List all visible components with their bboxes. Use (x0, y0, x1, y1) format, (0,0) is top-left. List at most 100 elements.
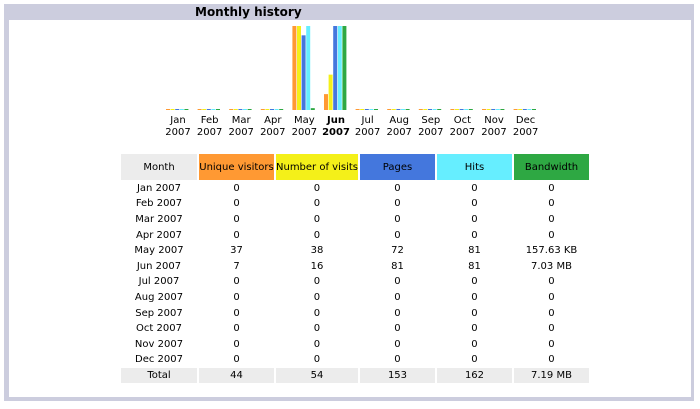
bar-pages-feb (206, 109, 211, 110)
x-tick-month: Feb (201, 115, 219, 126)
bar-pages-jun (333, 26, 338, 110)
x-tick-year: 2007 (165, 127, 190, 138)
bar-pages-jan (175, 109, 180, 110)
bar-number-of-visits-jul (360, 109, 365, 110)
bar-number-of-visits-feb (202, 109, 207, 110)
cell-bandwidth: 0 (548, 213, 555, 225)
bar-number-of-visits-may (297, 26, 301, 110)
col-month: Month (121, 154, 197, 180)
cell-hits: 0 (471, 198, 478, 210)
total-bandwidth: 7.19 MB (513, 368, 589, 383)
cell-unique-visitors: 0 (233, 323, 240, 335)
section-title: Monthly history (195, 5, 302, 19)
cell-month: May 2007 (134, 245, 184, 257)
x-tick-month: Aug (389, 115, 409, 126)
cell-pages: 81 (391, 260, 404, 272)
x-tick-year: 2007 (197, 127, 222, 138)
bar-pages-jul (364, 109, 369, 110)
x-tick-month: May (294, 115, 315, 126)
bar-bandwidth-feb (216, 109, 220, 110)
bar-bandwidth-mar (247, 109, 252, 110)
cell-month: Jan 2007 (136, 182, 182, 194)
x-tick-year: 2007 (322, 127, 350, 138)
cell-number-of-visits: 0 (313, 182, 321, 194)
cell-unique-visitors: 7 (233, 260, 240, 272)
cell-unique-visitors: 0 (233, 291, 240, 303)
bar-hits-jun (337, 26, 342, 110)
cell-pages: 0 (394, 323, 401, 335)
bar-hits-apr (274, 109, 279, 110)
cell-unique-visitors: 0 (233, 276, 240, 288)
col-bandwidth: Bandwidth (513, 154, 589, 180)
bar-hits-nov (495, 109, 500, 110)
cell-month: Dec 2007 (135, 354, 183, 366)
cell-month: Oct 2007 (136, 323, 182, 335)
cell-number-of-visits: 38 (310, 245, 324, 257)
bar-bandwidth-dec (532, 109, 536, 110)
cell-number-of-visits: 0 (313, 338, 321, 350)
bar-bandwidth-may (310, 108, 315, 110)
cell-unique-visitors: 0 (233, 182, 240, 194)
bar-unique-visitors-jan (166, 109, 170, 110)
bar-hits-aug (401, 109, 405, 110)
bar-pages-oct (459, 109, 464, 110)
bar-hits-jan (179, 109, 184, 110)
cell-unique-visitors: 0 (233, 354, 240, 366)
cell-number-of-visits: 0 (313, 323, 321, 335)
x-tick-month: Jul (361, 115, 374, 126)
cell-pages: 0 (394, 354, 401, 366)
table-row: Jun 2007 7 16 81 81 7.03 MB (121, 259, 589, 274)
bar-pages-may (301, 35, 306, 111)
cell-hits: 0 (471, 323, 478, 335)
bar-number-of-visits-jan (170, 109, 175, 110)
bar-number-of-visits-apr (265, 109, 270, 110)
x-tick-month: Oct (454, 115, 471, 126)
table-row: Oct 2007 0 0 0 0 0 (121, 321, 589, 336)
cell-pages: 0 (394, 198, 401, 210)
table-header-row: Month Unique visitors Number of visits P… (121, 154, 589, 180)
bar-bandwidth-aug (405, 109, 410, 110)
cell-hits: 81 (468, 260, 481, 272)
cell-number-of-visits: 0 (313, 276, 321, 288)
cell-hits: 0 (471, 291, 478, 303)
bar-unique-visitors-aug (387, 109, 392, 110)
bar-bandwidth-nov (500, 109, 505, 110)
bar-pages-aug (396, 109, 401, 110)
bar-hits-feb (211, 109, 216, 110)
cell-unique-visitors: 0 (233, 338, 240, 350)
bar-unique-visitors-nov (482, 109, 486, 110)
table-total-row: Total 44 54 153 162 7.19 MB (121, 368, 589, 383)
cell-bandwidth: 0 (548, 307, 555, 319)
bar-pages-apr (270, 109, 274, 110)
cell-unique-visitors: 0 (233, 307, 240, 319)
bar-pages-dec (522, 109, 527, 110)
col-number-of-visits: Number of visits (276, 154, 358, 180)
x-tick-year: 2007 (292, 127, 317, 138)
monthly-stats-table: Month Unique visitors Number of visits P… (119, 153, 591, 384)
bar-bandwidth-sep (437, 109, 442, 110)
bar-number-of-visits-dec (518, 109, 523, 110)
bar-hits-oct (464, 109, 469, 110)
table-row: Nov 2007 0 0 0 0 0 (121, 337, 589, 352)
cell-hits: 0 (471, 182, 478, 194)
bar-number-of-visits-nov (486, 109, 491, 110)
bar-unique-visitors-mar (229, 109, 234, 110)
cell-pages: 72 (391, 245, 404, 257)
monthly-history-panel: Jan 2007 Feb 2007 Mar 2007 Apr 2007 May 2007 Jun 20… (9, 20, 691, 397)
bar-hits-dec (527, 109, 532, 110)
cell-number-of-visits: 0 (313, 291, 321, 303)
cell-bandwidth: 0 (548, 291, 555, 303)
cell-pages: 0 (394, 276, 401, 288)
cell-number-of-visits: 0 (313, 213, 321, 225)
cell-pages: 0 (394, 291, 401, 303)
cell-number-of-visits: 16 (310, 260, 324, 272)
monthly-bar-chart: Jan2007Feb2007Mar2007Apr2007May2007Jun20… (165, 26, 538, 138)
table-row: Mar 2007 0 0 0 0 0 (121, 212, 589, 227)
bar-number-of-visits-oct (455, 109, 459, 110)
col-hits: Hits (436, 154, 512, 180)
x-tick-month: Mar (232, 115, 252, 126)
section-header-bar (5, 5, 305, 20)
cell-hits: 81 (468, 245, 481, 257)
bar-unique-visitors-may (292, 26, 297, 110)
cell-month: Feb 2007 (135, 198, 183, 210)
